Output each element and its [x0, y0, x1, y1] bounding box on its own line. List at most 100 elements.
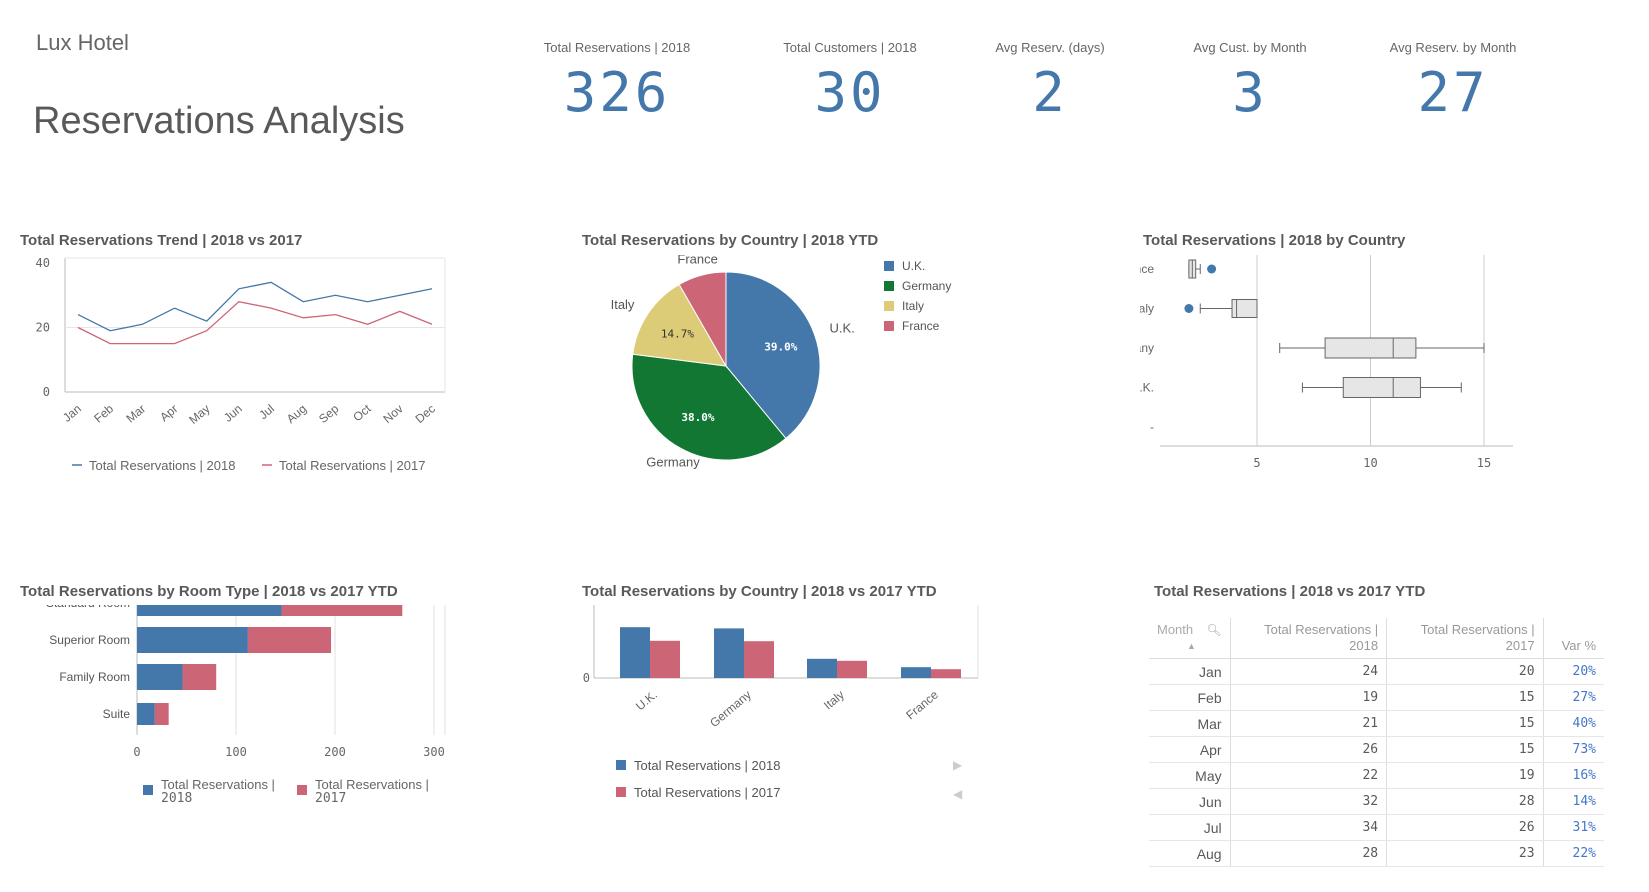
slice-category-label: France [677, 255, 717, 267]
legend-label: U.K. [902, 259, 925, 273]
page-title: Reservations Analysis [33, 100, 405, 142]
x-tick-label: 10 [1363, 456, 1377, 470]
bar-segment-2017 [281, 605, 403, 616]
country-pie-chart[interactable]: 39.0% U.K. 38.0% Germany 14.7% Italy France U.K… [580, 255, 1050, 500]
legend-scroll-next-icon: ▶ [953, 758, 963, 772]
country-box-plot[interactable]: 5 10 15 France Italy Germany U.K. - [1140, 255, 1640, 500]
y-tick-label: Italy [1140, 302, 1154, 316]
y-tick-label: 0 [43, 385, 50, 399]
legend-label: Total Reservations | 2018 [89, 458, 235, 473]
legend-swatch [143, 785, 153, 795]
table-row[interactable]: Jul 34 26 31% [1149, 814, 1604, 841]
trend-line-chart[interactable]: 0 20 40 Jan Feb Mar Apr May Jun Jul Aug Sep Oct Nov De… [0, 255, 480, 500]
y-tick-label: - [1150, 420, 1154, 434]
app-title: Lux Hotel [36, 30, 129, 55]
x-tick-label: 5 [1253, 456, 1260, 470]
bar-segment-2018 [137, 627, 248, 653]
search-icon[interactable]: 🔍︎ [1206, 623, 1222, 637]
trend-chart-title: Total Reservations Trend | 2018 vs 2017 [20, 232, 303, 249]
legend-label: Total Reservations | [161, 777, 275, 792]
bar-2018 [807, 658, 837, 678]
slice-category-label: Germany [646, 454, 700, 469]
bar-2018 [620, 627, 650, 678]
bar-segment-2018 [137, 605, 282, 616]
kpi-total-reservations[interactable]: Total Reservations | 2018 326 [502, 40, 732, 124]
kpi-total-customers[interactable]: Total Customers | 2018 30 [735, 40, 965, 124]
table-row[interactable]: Feb 19 15 27% [1149, 684, 1604, 711]
month-header-label: Month [1157, 622, 1194, 637]
table-row[interactable]: Apr 26 15 73% [1149, 736, 1604, 763]
col-2017-header-line1: Total Reservations | [1420, 622, 1535, 637]
table-row[interactable]: Aug 28 23 22% [1149, 840, 1604, 867]
table-row[interactable]: Jan 24 20 20% [1149, 658, 1604, 685]
res-2017-cell: 20 [1386, 658, 1544, 685]
var-cell: 27% [1543, 684, 1604, 711]
legend-label: Germany [902, 279, 951, 293]
x-tick-label: Germany [707, 688, 754, 730]
kpi-avg-reserv-days[interactable]: Avg Reserv. (days) 2 [935, 40, 1165, 124]
legend-label: Total Reservations | 2018 [634, 758, 780, 773]
kpi-label: Avg Reserv. by Month [1389, 40, 1517, 55]
x-tick-label: Sep [316, 401, 342, 426]
legend-swatch [884, 261, 894, 271]
x-tick-label: Apr [157, 402, 180, 425]
month-cell: Mar [1149, 710, 1231, 737]
y-tick-label: Suite [103, 707, 131, 721]
x-tick-label: Italy [821, 688, 847, 713]
res-2017-cell: 15 [1386, 710, 1544, 737]
pie-slice-france [678, 271, 727, 368]
month-header[interactable]: Month 🔍︎ ▲ [1149, 618, 1231, 659]
box-chart-title: Total Reservations | 2018 by Country [1143, 232, 1406, 249]
res-2017-cell: 26 [1386, 814, 1544, 841]
table-title: Total Reservations | 2018 vs 2017 YTD [1154, 583, 1426, 600]
table-header-row: Month 🔍︎ ▲ Total Reservations | 2018 Tot… [1149, 618, 1604, 659]
table-row[interactable]: May 22 19 16% [1149, 762, 1604, 789]
x-tick-label: U.K. [633, 688, 660, 714]
slice-data-label: 14.7% [661, 328, 694, 341]
bar-2018 [714, 628, 744, 678]
col-2018-header[interactable]: Total Reservations | 2018 [1230, 618, 1388, 659]
var-cell: 40% [1543, 710, 1604, 737]
col-2017-header[interactable]: Total Reservations | 2017 [1386, 618, 1544, 659]
room-type-bar-chart[interactable]: 0 100 200 300 Standard Room Superior Room Fami… [0, 605, 480, 855]
y-tick-label: 40 [36, 256, 50, 270]
kpi-value: 326 [563, 61, 671, 124]
sort-asc-icon[interactable]: ▲ [1187, 641, 1196, 651]
legend-swatch [884, 321, 894, 331]
var-cell: 31% [1543, 814, 1604, 841]
y-tick-label: Superior Room [49, 633, 130, 647]
kpi-value: 2 [1032, 61, 1068, 124]
slice-data-label: 39.0% [764, 340, 797, 353]
table-row[interactable]: Mar 21 15 40% [1149, 710, 1604, 737]
legend-scroll-prev-icon: ◀ [953, 787, 963, 801]
var-cell: 16% [1543, 762, 1604, 789]
pie-slice-italy [632, 283, 727, 367]
kpi-avg-reserv-month[interactable]: Avg Reserv. by Month 27 [1338, 40, 1568, 124]
kpi-label: Avg Cust. by Month [1193, 40, 1307, 55]
box [1342, 377, 1421, 398]
box [1324, 337, 1417, 359]
legend-label-year: 2018 [161, 791, 192, 806]
bar-2017 [650, 640, 680, 678]
var-cell: 14% [1543, 788, 1604, 815]
legend-label: France [902, 319, 940, 333]
table-row[interactable]: Jun 32 28 14% [1149, 788, 1604, 815]
col-2018-header-line1: Total Reservations | [1264, 622, 1379, 637]
legend-swatch [884, 301, 894, 311]
var-header[interactable]: Var % [1543, 618, 1604, 659]
country-chart-title: Total Reservations by Country | 2018 vs … [582, 583, 937, 600]
month-cell: Jan [1149, 658, 1231, 685]
var-cell: 73% [1543, 736, 1604, 763]
bar-2018 [901, 667, 931, 678]
x-tick-label: Mar [123, 402, 148, 426]
kpi-avg-cust-month[interactable]: Avg Cust. by Month 3 [1135, 40, 1365, 124]
monthly-table[interactable]: Month 🔍︎ ▲ Total Reservations | 2018 Tot… [1149, 618, 1604, 867]
pie-chart-title: Total Reservations by Country | 2018 YTD [582, 232, 879, 249]
bar-segment-2017 [154, 703, 169, 725]
y-tick-label: 0 [583, 671, 590, 685]
legend-label: Total Reservations | 2017 [279, 458, 425, 473]
pie-slice-uk [725, 271, 821, 440]
bar-segment-2017 [182, 664, 217, 690]
slice-data-label: 38.0% [681, 411, 714, 424]
